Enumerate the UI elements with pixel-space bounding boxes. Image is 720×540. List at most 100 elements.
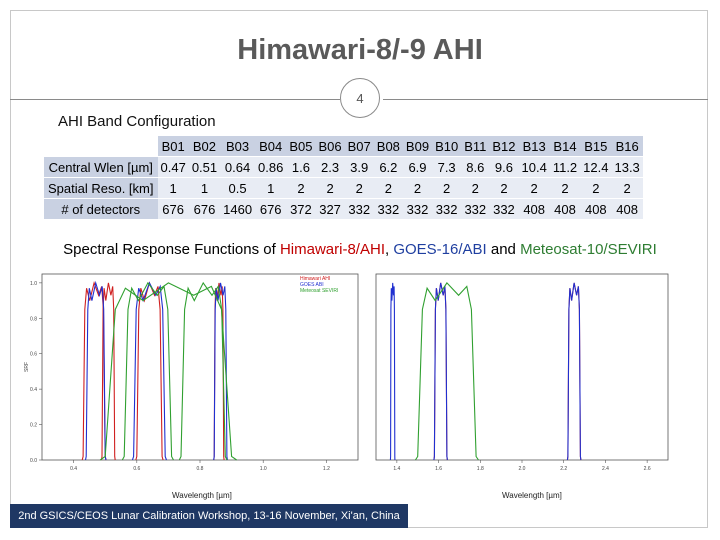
band-cell: 0.51 (188, 157, 221, 177)
band-header-row: B01 B02 B03 B04 B05 B06 B07 B08 B09 B10 B11 B12 B13 B… (44, 136, 643, 156)
srf-title-prefix: Spectral Response Functions of (63, 241, 280, 258)
srf-plot-swir: 1.4 1.6 1.8 2.0 2.2 2.4 2.6 (372, 270, 672, 470)
band-cell: 1 (157, 178, 189, 198)
plot-area (41, 273, 359, 461)
band-header-b03: B03 (220, 136, 256, 156)
legend-entry: GOES ABI (300, 282, 324, 288)
divider-right (383, 99, 708, 100)
band-row-label: Central Wlen [µm] (44, 157, 158, 177)
srf-curve (100, 282, 116, 461)
band-cell: 12.4 (580, 157, 612, 177)
legend-entry: Himawari AHI (300, 276, 330, 282)
srf-plot-swir-svg: 1.4 1.6 1.8 2.0 2.2 2.4 2.6 (375, 273, 669, 470)
y-tick-label: 0.4 (30, 387, 37, 393)
band-header-b15: B15 (580, 136, 612, 156)
band-cell: 8.6 (461, 157, 490, 177)
srf-curve (178, 281, 228, 461)
band-cell: 676 (188, 199, 221, 219)
band-header-b08: B08 (373, 136, 403, 156)
band-cell: 408 (611, 199, 643, 219)
band-header-b14: B14 (549, 136, 581, 156)
band-cell: 6.2 (373, 157, 403, 177)
band-cell: 2 (344, 178, 374, 198)
page-title: Himawari-8/-9 AHI (237, 34, 483, 66)
band-cell: 2 (489, 178, 519, 198)
srf-curve (131, 281, 168, 461)
band-cell: 0.86 (255, 157, 287, 177)
x-tick-label: 2.6 (644, 466, 651, 470)
srf-curve (99, 282, 238, 461)
band-section-title: AHI Band Configuration (58, 113, 216, 130)
y-tick-label: 0.2 (30, 423, 37, 429)
srf-plot-vnir: 0.0 0.2 0.4 0.6 0.8 1.0 0.4 0.6 0.8 1.0 1.2 SRF Hima… (20, 270, 362, 470)
band-table-body: Central Wlen [µm] 0.47 0.51 0.64 0.86 1.6 2.3 3… (44, 157, 643, 219)
srf-curve (135, 281, 164, 461)
x-tick-label: 1.0 (260, 466, 267, 470)
y-tick-label: 0.8 (30, 316, 37, 322)
band-cell: 9.6 (489, 157, 519, 177)
x-tick-label: 0.8 (197, 466, 204, 470)
band-cell: 327 (315, 199, 345, 219)
x-tick-label: 0.6 (133, 466, 140, 470)
band-header-b11: B11 (461, 136, 490, 156)
x-tick-label: 1.4 (393, 466, 400, 470)
x-tick-label: 0.4 (70, 466, 77, 470)
band-cell: 2 (286, 178, 316, 198)
band-cell: 0.47 (157, 157, 189, 177)
band-cell: 2.3 (315, 157, 345, 177)
band-header-b13: B13 (518, 136, 550, 156)
band-cell: 408 (549, 199, 581, 219)
band-cell: 1460 (220, 199, 256, 219)
srf-curve (414, 282, 479, 461)
srf-curve (433, 282, 448, 461)
band-header-b04: B04 (255, 136, 287, 156)
band-cell: 0.64 (220, 157, 256, 177)
srf-plot-vnir-svg: 0.0 0.2 0.4 0.6 0.8 1.0 0.4 0.6 0.8 1.0 1.2 SRF Hima… (24, 273, 359, 470)
band-cell: 2 (518, 178, 550, 198)
x-tick-label: 1.2 (323, 466, 330, 470)
band-table-row: Central Wlen [µm] 0.47 0.51 0.64 0.86 1.6 2.3 3… (44, 157, 643, 177)
band-cell: 2 (549, 178, 581, 198)
y-axis-label: SRF (24, 362, 30, 372)
y-tick-label: 0.0 (30, 458, 37, 464)
band-cell: 2 (373, 178, 403, 198)
band-table: B01 B02 B03 B04 B05 B06 B07 B08 B09 B10 B11 B12 B13 B… (44, 135, 643, 220)
band-cell: 2 (315, 178, 345, 198)
band-cell: 408 (580, 199, 612, 219)
band-cell: 332 (432, 199, 462, 219)
band-table-corner (44, 136, 158, 156)
x-tick-label: 2.4 (602, 466, 609, 470)
srf-curve (84, 280, 107, 461)
x-tick-label: 2.2 (560, 466, 567, 470)
band-header-b12: B12 (489, 136, 519, 156)
y-tick-label: 0.6 (30, 352, 37, 358)
band-cell: 332 (373, 199, 403, 219)
band-cell: 7.3 (432, 157, 462, 177)
band-cell: 372 (286, 199, 316, 219)
band-header-b10: B10 (432, 136, 462, 156)
srf-curve (566, 282, 582, 461)
band-header-b07: B07 (344, 136, 374, 156)
srf-title: Spectral Response Functions of Himawari-… (0, 241, 720, 258)
band-cell: 2 (461, 178, 490, 198)
x-tick-label: 1.8 (477, 466, 484, 470)
band-header-b05: B05 (286, 136, 316, 156)
band-cell: 676 (255, 199, 287, 219)
band-cell: 676 (157, 199, 189, 219)
band-cell: 332 (344, 199, 374, 219)
band-cell: 1.6 (286, 157, 316, 177)
band-cell: 13.3 (611, 157, 643, 177)
band-cell: 0.5 (220, 178, 256, 198)
band-table-row: # of detectors 676 676 1460 676 372 327 332 332 3… (44, 199, 643, 219)
srf-title-ahi: Himawari-8/AHI (279, 241, 385, 258)
band-cell: 1 (255, 178, 287, 198)
band-cell: 2 (611, 178, 643, 198)
srf-curve (121, 281, 174, 461)
footer-bar: 2nd GSICS/CEOS Lunar Calibration Worksho… (10, 504, 408, 528)
srf-title-seviri: Meteosat-10/SEVIRI (520, 241, 657, 258)
band-cell: 11.2 (549, 157, 581, 177)
x-tick-label: 2.0 (519, 466, 526, 470)
plot-swir-xlabel: Wavelength [µm] (502, 491, 562, 500)
plot-vnir-xlabel: Wavelength [µm] (172, 491, 232, 500)
band-cell: 2 (432, 178, 462, 198)
